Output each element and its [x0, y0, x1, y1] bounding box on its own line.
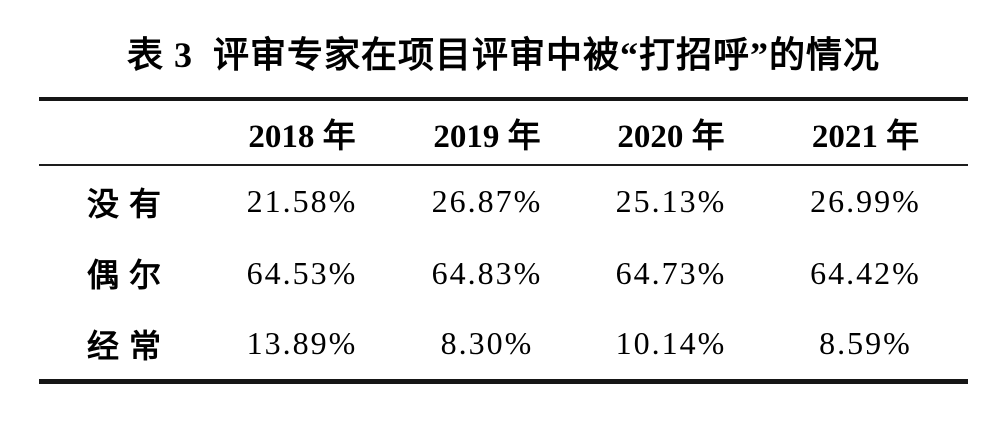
header-year-2020: 2020 年 [617, 118, 725, 155]
header-year-2021: 2021 年 [811, 118, 920, 155]
cell-never-2021: 26.99% [810, 183, 921, 219]
header-year-2019: 2019 年 [433, 118, 541, 155]
cell-occasionally-2019: 64.83% [431, 254, 543, 291]
table-caption: 表 3 评审专家在项目评审中被“打招呼”的情况 [39, 34, 968, 76]
cell-never-2019: 26.87% [431, 183, 543, 219]
table-row-often: 经常 13.89% 8.30% 10.14% 8.59% [39, 309, 968, 381]
header-row: 2018 年 2019 年 2020 年 2021 年 [39, 99, 968, 165]
cell-often-2018: 13.89% [246, 325, 358, 362]
row-label-occasionally: 偶尔 [86, 257, 171, 293]
cell-often-2021: 8.59% [819, 325, 912, 362]
cell-never-2020: 25.13% [615, 183, 727, 219]
data-table: 2018 年 2019 年 2020 年 2021 年 没有 21.58% 26… [39, 97, 968, 384]
cell-occasionally-2021: 64.42% [810, 254, 921, 291]
cell-occasionally-2018: 64.53% [246, 254, 358, 291]
cell-occasionally-2020: 64.73% [615, 254, 727, 291]
row-label-often: 经常 [86, 327, 171, 364]
cell-never-2018: 21.58% [246, 183, 358, 219]
cell-often-2020: 10.14% [615, 325, 727, 362]
table-caption-text: 评审专家在项目评审中被“打招呼”的情况 [213, 35, 881, 75]
table-row-never: 没有 21.58% 26.87% 25.13% 26.99% [39, 165, 968, 237]
cell-often-2019: 8.30% [440, 325, 534, 362]
row-label-never: 没有 [86, 185, 171, 222]
table-row-occasionally: 偶尔 64.53% 64.83% 64.73% 64.42% [39, 237, 968, 309]
header-empty-cell [39, 99, 209, 165]
header-year-2018: 2018 年 [248, 118, 356, 155]
table-caption-number: 表 3 [126, 35, 193, 75]
